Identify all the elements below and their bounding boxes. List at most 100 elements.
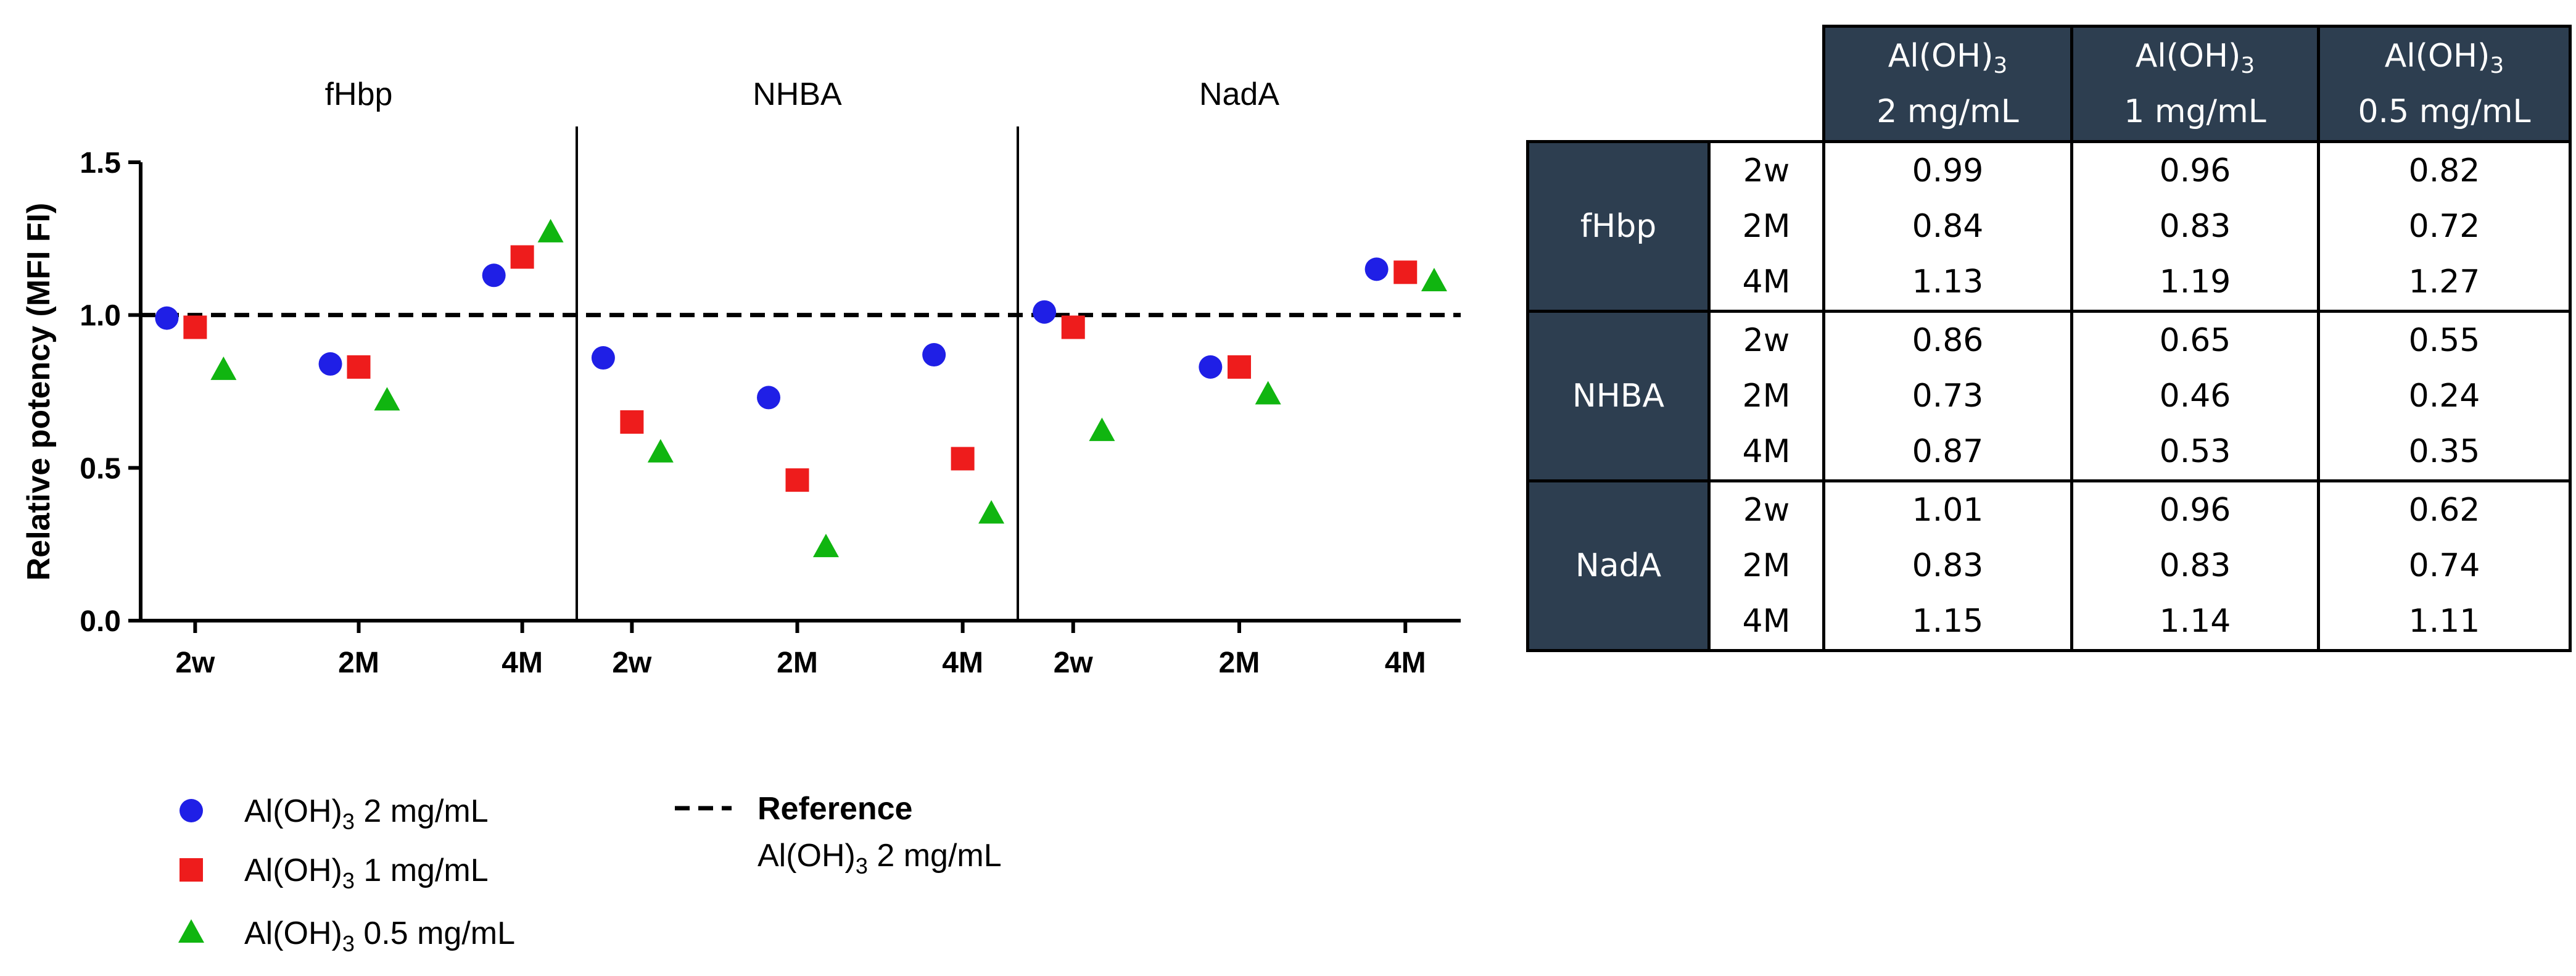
legend-reference-label: Al(OH)3 2 mg/mL — [758, 838, 1002, 879]
value-cell: 0.83 — [1823, 538, 2073, 593]
table-row: 2M 0.73 0.46 0.24 — [1528, 368, 2572, 424]
value-cell: 1.27 — [2318, 254, 2572, 313]
data-point — [647, 439, 674, 463]
panel-title: NHBA — [753, 77, 842, 112]
data-point — [591, 346, 615, 370]
panel-title: NadA — [1199, 77, 1279, 112]
data-marks — [155, 218, 1447, 558]
legend-label: Al(OH)3 1 mg/mL — [244, 853, 489, 893]
data-point — [1421, 268, 1447, 292]
y-tick-label: 0.5 — [80, 452, 121, 485]
x-tick-label: 4M — [502, 647, 543, 679]
value-cell: 1.13 — [1823, 254, 2073, 313]
value-cell: 0.24 — [2318, 368, 2572, 424]
x-tick-label: 2M — [338, 647, 379, 679]
value-cell: 0.96 — [2071, 140, 2320, 199]
data-point — [347, 355, 371, 379]
data-point — [1089, 417, 1115, 441]
group-label: NHBA — [1526, 310, 1711, 482]
y-tick-label: 1.0 — [80, 300, 121, 333]
value-cell: 0.74 — [2318, 538, 2572, 593]
data-point — [757, 386, 781, 410]
table-row: 4M 1.15 1.14 1.11 — [1528, 593, 2572, 652]
value-cell: 1.15 — [1823, 593, 2073, 652]
table-row: 4M 1.13 1.19 1.27 — [1528, 254, 2572, 313]
chart-axes: 0.0 0.5 1.0 1.5 Relative potency (MFI FI) — [21, 126, 1461, 638]
timepoint-cell: 4M — [1707, 254, 1825, 313]
legend-marker — [180, 799, 203, 822]
table-header-row: Al(OH)3 2 mg/mL Al(OH)3 1 mg/mL Al(OH)3 0.5… — [1528, 25, 2572, 143]
table-row: NadA 2w 1.01 0.96 0.62 — [1526, 479, 2572, 652]
x-tick-label: 2w — [1054, 647, 1094, 679]
data-point — [210, 356, 237, 380]
data-point — [978, 500, 1005, 524]
results-table: Al(OH)3 2 mg/mL Al(OH)3 1 mg/mL Al(OH)3 0.5… — [1526, 25, 2572, 652]
value-cell: 0.96 — [2071, 479, 2320, 538]
data-point — [374, 387, 400, 411]
data-point — [1228, 355, 1251, 379]
value-cell: 0.72 — [2318, 199, 2572, 254]
group-label: fHbp — [1526, 140, 1711, 313]
value-cell: 0.83 — [2071, 538, 2320, 593]
table-row: NHBA 2w 0.86 0.65 0.55 — [1526, 310, 2572, 482]
value-cell: 0.84 — [1823, 199, 2073, 254]
column-header: Al(OH)3 0.5 mg/mL — [2317, 25, 2572, 143]
data-point — [155, 306, 179, 330]
y-tick-label: 1.5 — [80, 147, 121, 180]
value-cell: 0.35 — [2318, 424, 2572, 482]
data-point — [1061, 315, 1085, 339]
timepoint-cell: 4M — [1707, 593, 1825, 652]
x-tick-label: 4M — [942, 647, 983, 679]
data-point — [922, 343, 946, 367]
table-row: 4M 0.87 0.53 0.35 — [1528, 424, 2572, 482]
legend-marker — [178, 919, 204, 943]
value-cell: 0.62 — [2318, 479, 2572, 538]
data-point — [318, 352, 342, 376]
data-point — [183, 315, 207, 339]
value-cell: 0.82 — [2318, 140, 2572, 199]
y-tick-label: 0.0 — [80, 605, 121, 638]
x-tick-label: 4M — [1385, 647, 1426, 679]
timepoint-cell: 2w — [1707, 479, 1825, 538]
value-cell: 0.46 — [2071, 368, 2320, 424]
panel-labels: fHbp 2w 2M 4M NHBA 2w 2M 4M NadA 2w 2M 4M — [175, 77, 1426, 679]
column-header: Al(OH)3 1 mg/mL — [2070, 25, 2320, 143]
legend-label: Al(OH)3 0.5 mg/mL — [244, 916, 515, 956]
value-cell: 0.55 — [2318, 310, 2572, 368]
data-point — [1033, 300, 1057, 324]
value-cell: 1.19 — [2071, 254, 2320, 313]
data-point — [510, 245, 534, 269]
data-point — [785, 468, 809, 492]
column-header: Al(OH)3 2 mg/mL — [1822, 25, 2073, 143]
timepoint-cell: 2M — [1707, 368, 1825, 424]
data-point — [1199, 355, 1223, 379]
x-tick-label: 2M — [1219, 647, 1260, 679]
data-point — [537, 218, 564, 242]
value-cell: 1.11 — [2318, 593, 2572, 652]
timepoint-cell: 2w — [1707, 140, 1825, 199]
value-cell: 1.01 — [1823, 479, 2073, 538]
table-row: fHbp 2w 0.99 0.96 0.82 — [1526, 140, 2572, 313]
table-row: 2M 0.83 0.83 0.74 — [1528, 538, 2572, 593]
timepoint-cell: 2M — [1707, 538, 1825, 593]
data-point — [1393, 260, 1418, 284]
value-cell: 0.53 — [2071, 424, 2320, 482]
value-cell: 1.14 — [2071, 593, 2320, 652]
value-cell: 0.65 — [2071, 310, 2320, 368]
panel-title: fHbp — [325, 77, 393, 112]
legend-label: Al(OH)3 2 mg/mL — [244, 793, 489, 834]
timepoint-cell: 4M — [1707, 424, 1825, 482]
legend-marker — [180, 858, 203, 882]
legend-reference-title: Reference — [758, 791, 912, 827]
table-row: 2M 0.84 0.83 0.72 — [1528, 199, 2572, 254]
timepoint-cell: 2M — [1707, 199, 1825, 254]
x-tick-label: 2w — [175, 647, 215, 679]
value-cell: 0.86 — [1823, 310, 2073, 368]
group-label: NadA — [1526, 479, 1711, 652]
value-cell: 0.99 — [1823, 140, 2073, 199]
value-cell: 0.83 — [2071, 199, 2320, 254]
chart-legend: Al(OH)3 2 mg/mL Al(OH)3 1 mg/mL Al(OH)3 0.… — [178, 791, 1002, 956]
table-corner — [1709, 27, 1824, 142]
data-point — [1255, 381, 1281, 405]
data-point — [482, 263, 506, 287]
